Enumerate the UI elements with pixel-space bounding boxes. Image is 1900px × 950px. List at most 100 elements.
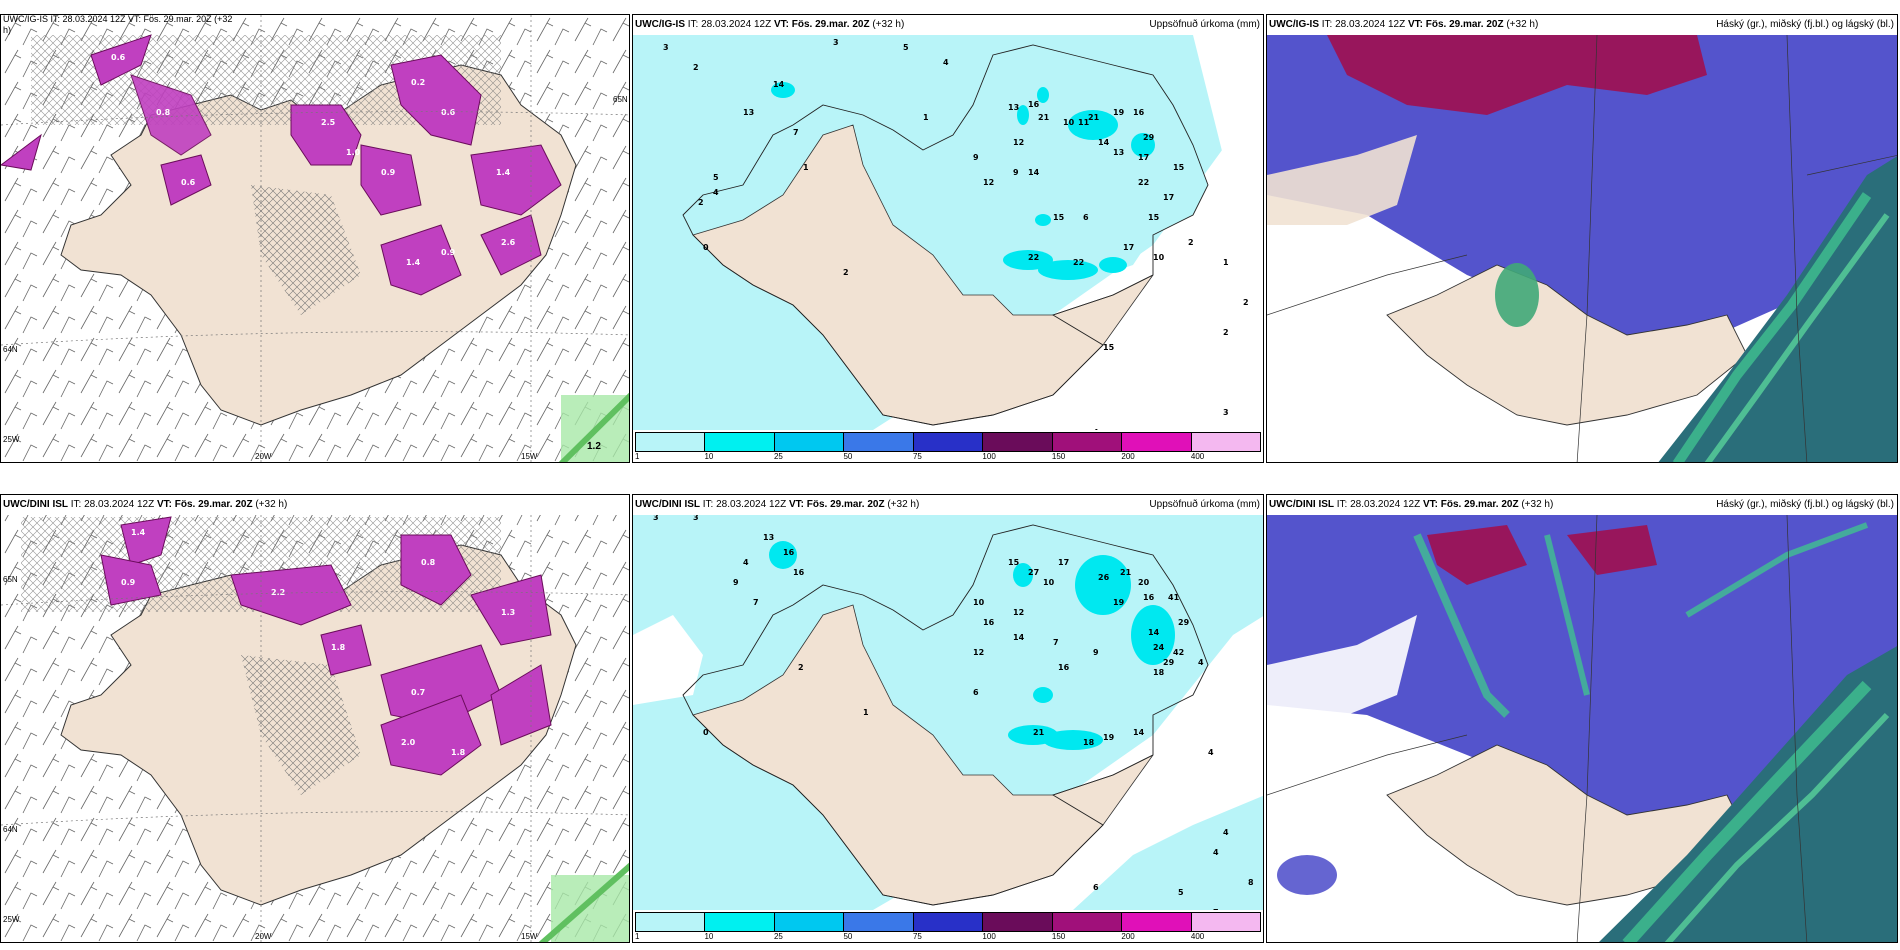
svg-text:14: 14 xyxy=(1013,633,1025,642)
svg-text:4: 4 xyxy=(1198,658,1204,667)
colorbar-ticks: 1 10 25 50 75 100 150 200 400 xyxy=(635,932,1261,942)
svg-text:21: 21 xyxy=(1038,113,1050,122)
svg-text:0.9: 0.9 xyxy=(441,248,456,257)
graticule xyxy=(1,15,629,462)
svg-text:19: 19 xyxy=(1103,733,1115,742)
colorbar-swatch xyxy=(1122,433,1192,451)
lead-time: (+32 h) xyxy=(1518,499,1554,510)
svg-text:9: 9 xyxy=(973,153,979,162)
svg-text:4: 4 xyxy=(713,188,719,197)
svg-text:4: 4 xyxy=(1223,828,1229,837)
svg-text:3: 3 xyxy=(653,513,659,522)
colorbar-ticks: 1 10 25 50 75 100 150 200 400 xyxy=(635,452,1261,462)
cloud-map xyxy=(1267,34,1897,462)
snow-values: 0.6 0.8 0.6 2.5 1.0 0.9 0.2 0.6 1.4 1.4 0.9 2.6 xyxy=(111,53,516,267)
cloud-map xyxy=(1267,514,1897,942)
svg-text:16: 16 xyxy=(793,568,805,577)
svg-text:14: 14 xyxy=(1028,168,1040,177)
panel-title: UWC/IG-IS IT: 28.03.2024 12Z VT: Fös. 29… xyxy=(633,15,1263,35)
model-name: UWC/DINI ISL xyxy=(635,499,700,510)
lead-time: (+32 h) xyxy=(869,19,905,30)
svg-text:20: 20 xyxy=(1138,578,1150,587)
lead-time: (+32 h) xyxy=(1503,19,1539,30)
model-name: UWC/DINI ISL xyxy=(1269,499,1334,510)
lat-label-64n: 64N xyxy=(3,825,18,834)
wind-snow-map: 1.4 0.9 2.2 1.8 0.8 1.3 0.7 2.0 1.8 xyxy=(1,515,629,942)
svg-text:1.3: 1.3 xyxy=(501,608,515,617)
svg-text:14: 14 xyxy=(773,80,785,89)
colorbar-swatch xyxy=(913,913,984,931)
svg-text:10: 10 xyxy=(1043,578,1055,587)
colorbar-tick: 200 xyxy=(1121,932,1135,941)
svg-text:19: 19 xyxy=(1113,108,1125,117)
svg-text:14: 14 xyxy=(1133,728,1145,737)
lon-label-20w: 20W xyxy=(255,452,272,461)
colorbar-swatch xyxy=(913,433,984,451)
colorbar-swatch xyxy=(705,913,775,931)
lon-label-25w: 25W xyxy=(3,435,20,444)
svg-text:16: 16 xyxy=(783,548,795,557)
init-time: IT: 28.03.2024 12Z xyxy=(1334,499,1423,510)
svg-text:2: 2 xyxy=(1188,238,1194,247)
panel-clouds-dini: UWC/DINI ISL IT: 28.03.2024 12Z VT: Fös.… xyxy=(1266,494,1898,943)
panel-precip-dini: UWC/DINI ISL IT: 28.03.2024 12Z VT: Fös.… xyxy=(632,494,1264,943)
colorbar-swatches xyxy=(635,432,1261,452)
svg-text:6: 6 xyxy=(1093,883,1099,892)
colorbar: 1 10 25 50 75 100 150 200 400 xyxy=(633,430,1263,462)
svg-text:22: 22 xyxy=(1073,258,1084,267)
precip-highlights xyxy=(771,82,1155,280)
svg-text:16: 16 xyxy=(1133,108,1145,117)
lon-label-15w: 15W xyxy=(521,932,538,941)
panel-title: UWC/DINI ISL IT: 28.03.2024 12Z VT: Fös.… xyxy=(633,495,1263,515)
field-label: Uppsöfnuð úrkoma (mm) xyxy=(1149,495,1260,515)
title-continuation: h) xyxy=(3,25,12,35)
valid-time: VT: Fös. 29.mar. 20Z xyxy=(156,499,253,510)
svg-text:13: 13 xyxy=(763,533,774,542)
svg-text:0.2: 0.2 xyxy=(411,78,425,87)
hatch-area-2 xyxy=(251,185,361,315)
colorbar-tick: 75 xyxy=(912,452,922,461)
svg-text:21: 21 xyxy=(1120,568,1132,577)
colorbar-swatch xyxy=(1052,433,1123,451)
valid-time: VT: Fös. 29.mar. 20Z xyxy=(773,19,870,30)
svg-text:13: 13 xyxy=(1113,148,1124,157)
svg-text:17: 17 xyxy=(1123,243,1134,252)
svg-text:12: 12 xyxy=(1013,608,1024,617)
svg-text:10: 10 xyxy=(1153,253,1165,262)
svg-text:0.6: 0.6 xyxy=(181,178,196,187)
svg-text:0: 0 xyxy=(703,243,709,252)
svg-text:22: 22 xyxy=(1028,253,1039,262)
svg-text:14: 14 xyxy=(1098,138,1110,147)
colorbar-tick: 1 xyxy=(635,452,640,461)
svg-text:12: 12 xyxy=(973,648,984,657)
colorbar-tick: 10 xyxy=(704,452,714,461)
iceland-outline xyxy=(682,44,1209,426)
colorbar-tick: 10 xyxy=(704,932,714,941)
svg-text:18: 18 xyxy=(1083,738,1095,747)
valid-time: VT: Fös. 29.mar. 20Z xyxy=(1407,19,1504,30)
colorbar-tick: 200 xyxy=(1121,452,1135,461)
panel-wind-snow-igis: UWC/IG-IS IT: 28.03.2024 12Z VT: Fös. 29… xyxy=(0,14,630,463)
svg-text:1.0: 1.0 xyxy=(346,148,361,157)
svg-text:4: 4 xyxy=(1208,748,1214,757)
model-name: UWC/DINI ISL xyxy=(3,499,68,510)
lat-label-65n: 65N xyxy=(613,95,628,104)
svg-text:6: 6 xyxy=(973,688,979,697)
valid-time: VT: Fös. 29.mar. 20Z xyxy=(1422,499,1519,510)
svg-text:12: 12 xyxy=(983,178,994,187)
svg-text:6: 6 xyxy=(1083,213,1089,222)
wind-snow-map: 0.6 0.8 0.6 2.5 1.0 0.9 0.2 0.6 1.4 1.4 0.9 2.6 xyxy=(1,15,629,462)
colorbar-tick: 100 xyxy=(982,932,996,941)
colorbar-swatches xyxy=(635,912,1261,932)
colorbar: 1 10 25 50 75 100 150 200 400 xyxy=(633,910,1263,942)
svg-text:16: 16 xyxy=(983,618,995,627)
svg-text:1: 1 xyxy=(1223,258,1229,267)
svg-text:9: 9 xyxy=(733,578,739,587)
svg-text:29: 29 xyxy=(1163,658,1175,667)
svg-text:29: 29 xyxy=(1178,618,1190,627)
svg-text:3: 3 xyxy=(833,38,839,47)
colorbar-swatch xyxy=(1122,913,1192,931)
svg-text:2.5: 2.5 xyxy=(321,118,336,127)
